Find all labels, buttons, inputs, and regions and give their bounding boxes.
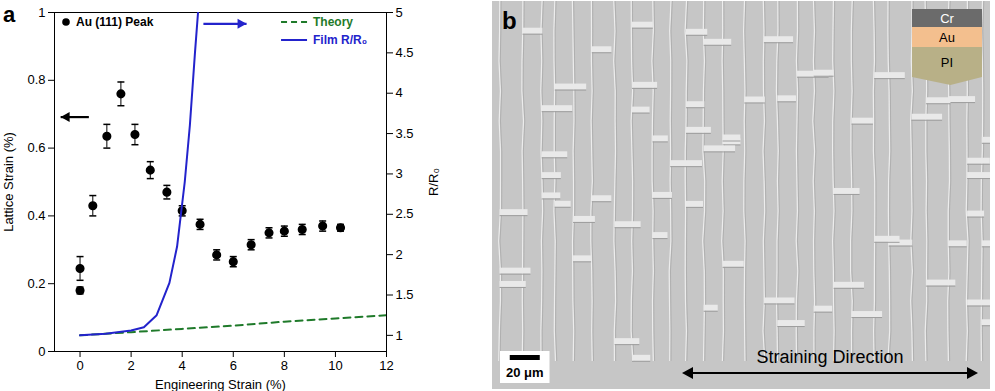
svg-text:10: 10 [328, 358, 342, 373]
svg-text:Straining Direction: Straining Direction [756, 347, 903, 367]
svg-text:8: 8 [281, 358, 288, 373]
svg-text:0.8: 0.8 [27, 72, 45, 87]
svg-text:0.4: 0.4 [27, 208, 45, 223]
svg-text:R/R₀: R/R₀ [426, 168, 441, 196]
svg-text:a: a [3, 2, 16, 27]
svg-text:3: 3 [396, 166, 403, 181]
svg-text:Theory: Theory [313, 15, 353, 29]
svg-text:3.5: 3.5 [396, 126, 414, 141]
svg-text:4.5: 4.5 [396, 45, 414, 60]
svg-text:4: 4 [179, 358, 186, 373]
svg-text:0: 0 [76, 358, 83, 373]
svg-text:0: 0 [38, 344, 45, 359]
svg-text:Engineering Strain (%): Engineering Strain (%) [155, 377, 286, 391]
svg-text:b: b [502, 7, 517, 34]
svg-text:Au: Au [939, 30, 955, 45]
svg-text:Au (111) Peak: Au (111) Peak [76, 15, 154, 29]
svg-text:20 μm: 20 μm [506, 365, 544, 380]
svg-text:5: 5 [396, 5, 403, 20]
svg-text:Cr: Cr [940, 11, 954, 26]
svg-text:2: 2 [127, 358, 134, 373]
svg-text:0.2: 0.2 [27, 276, 45, 291]
svg-text:6: 6 [230, 358, 237, 373]
svg-text:2.5: 2.5 [396, 206, 414, 221]
svg-text:Lattice Strain (%): Lattice Strain (%) [1, 132, 16, 232]
svg-text:2: 2 [396, 247, 403, 262]
svg-text:12: 12 [379, 358, 393, 373]
svg-text:0.6: 0.6 [27, 140, 45, 155]
svg-text:1: 1 [38, 5, 45, 20]
svg-text:Film R/R₀: Film R/R₀ [313, 33, 367, 47]
svg-text:1: 1 [396, 328, 403, 343]
svg-text:1.5: 1.5 [396, 287, 414, 302]
svg-text:4: 4 [396, 85, 403, 100]
svg-text:PI: PI [941, 55, 953, 70]
